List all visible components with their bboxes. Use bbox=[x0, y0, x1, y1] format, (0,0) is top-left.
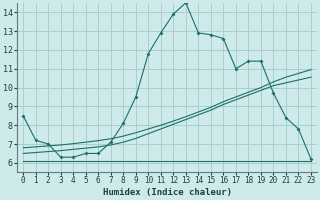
X-axis label: Humidex (Indice chaleur): Humidex (Indice chaleur) bbox=[103, 188, 232, 197]
